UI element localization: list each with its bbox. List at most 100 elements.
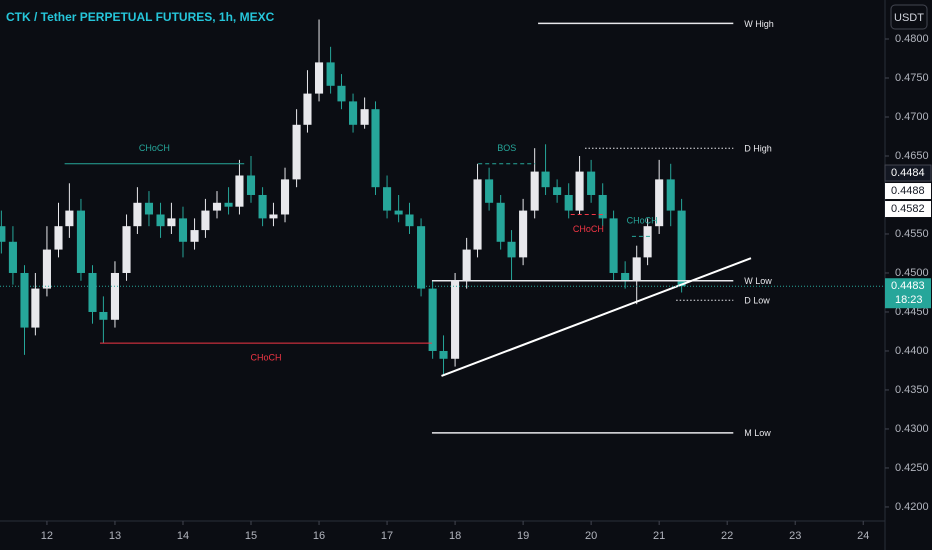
- currency-button-label[interactable]: USDT: [894, 12, 924, 24]
- candle-body: [110, 272, 120, 320]
- candle-body: [632, 257, 641, 281]
- x-tick-label: 22: [721, 530, 733, 542]
- candle-body: [564, 194, 573, 211]
- candle-body: [462, 249, 471, 281]
- trendline: [441, 257, 752, 377]
- x-tick-label: 18: [449, 530, 461, 542]
- candle-body: [235, 175, 244, 207]
- candle-body: [575, 171, 584, 211]
- y-tick-label: 0.4800: [895, 33, 929, 45]
- candle-body: [360, 109, 369, 125]
- candle-body: [65, 210, 74, 227]
- candle-body: [54, 226, 63, 250]
- price-tag: [885, 201, 931, 218]
- structure-label: CHoCH: [627, 216, 658, 226]
- candle-body: [349, 101, 358, 125]
- level-label: D High: [744, 144, 772, 154]
- level-label: W Low: [744, 276, 772, 286]
- candle-body: [8, 241, 17, 273]
- x-tick-label: 17: [381, 530, 393, 542]
- price-tag-label: 0.4484: [891, 167, 925, 179]
- y-tick-label: 0.4550: [895, 228, 929, 240]
- candle-body: [677, 210, 686, 287]
- x-tick-label: 24: [857, 530, 869, 542]
- candle-body: [190, 230, 199, 242]
- structure-label: BOS: [497, 143, 516, 153]
- candle-body: [643, 226, 652, 258]
- candle-body: [598, 194, 607, 219]
- x-tick-label: 13: [109, 530, 121, 542]
- y-tick-label: 0.4700: [895, 111, 929, 123]
- candle-body: [224, 202, 233, 207]
- y-tick-label: 0.4750: [895, 72, 929, 84]
- candle-body: [507, 241, 516, 258]
- candle-body: [122, 226, 131, 273]
- candle-body: [326, 62, 335, 86]
- candle-body: [269, 214, 278, 219]
- level-label: W High: [744, 19, 774, 29]
- candle-body: [99, 311, 108, 320]
- x-tick-label: 19: [517, 530, 529, 542]
- current-price-tag: [885, 278, 931, 309]
- candle-body: [76, 210, 85, 273]
- candle-body: [451, 280, 460, 359]
- candle-body: [417, 226, 426, 289]
- candle-body: [0, 226, 6, 242]
- currency-button[interactable]: [890, 4, 928, 30]
- structure-label: CHoCH: [139, 143, 170, 153]
- candle-body: [609, 218, 618, 273]
- y-tick-label: 0.4400: [895, 345, 929, 357]
- candle-body: [473, 179, 482, 250]
- candle-body: [303, 93, 312, 125]
- y-tick-label: 0.4450: [895, 306, 929, 318]
- y-tick-label: 0.4300: [895, 423, 929, 435]
- candle-body: [519, 210, 528, 258]
- chart-title: CTK / Tether PERPETUAL FUTURES, 1h, MEXC: [6, 10, 275, 24]
- countdown-label: 18:23: [895, 294, 923, 306]
- candle-body: [314, 62, 324, 94]
- x-tick-label: 23: [789, 530, 801, 542]
- candle-body: [292, 124, 301, 180]
- y-tick-label: 0.4650: [895, 150, 929, 162]
- x-tick-label: 21: [653, 530, 665, 542]
- price-tag: [885, 183, 931, 200]
- candle-body: [621, 272, 630, 281]
- price-tag: [884, 164, 932, 182]
- level-label: D Low: [744, 296, 770, 306]
- price-tag-label: 0.4488: [891, 185, 925, 197]
- x-tick-label: 14: [177, 530, 189, 542]
- candle-body: [246, 175, 256, 195]
- candle-body: [178, 218, 188, 242]
- candle-body: [156, 214, 165, 227]
- y-tick-label: 0.4500: [895, 267, 929, 279]
- structure-label: CHoCH: [250, 353, 281, 363]
- candle-body: [405, 214, 414, 227]
- candle-body: [167, 218, 176, 227]
- candles: [0, 19, 686, 375]
- x-tick-label: 12: [41, 530, 53, 542]
- candle-body: [31, 288, 40, 328]
- y-tick-label: 0.4250: [895, 462, 929, 474]
- candle-body: [144, 202, 154, 215]
- candle-body: [666, 179, 675, 211]
- candle-body: [428, 288, 437, 351]
- candle-body: [485, 179, 494, 203]
- candle-body: [383, 187, 392, 211]
- candle-body: [394, 210, 403, 215]
- candle-body: [88, 272, 97, 312]
- candle-body: [496, 202, 505, 242]
- candle-body: [541, 171, 550, 188]
- price-tag-label: 0.4582: [891, 203, 925, 215]
- x-tick-label: 16: [313, 530, 325, 542]
- y-tick-label: 0.4200: [895, 501, 929, 513]
- candle-body: [553, 187, 562, 195]
- candle-body: [42, 249, 51, 289]
- y-tick-label: 0.4350: [895, 384, 929, 396]
- x-tick-label: 20: [585, 530, 597, 542]
- current-price-label: 0.4483: [891, 280, 925, 292]
- candle-body: [201, 210, 210, 231]
- candle-body: [20, 272, 29, 328]
- candle-body: [280, 179, 290, 215]
